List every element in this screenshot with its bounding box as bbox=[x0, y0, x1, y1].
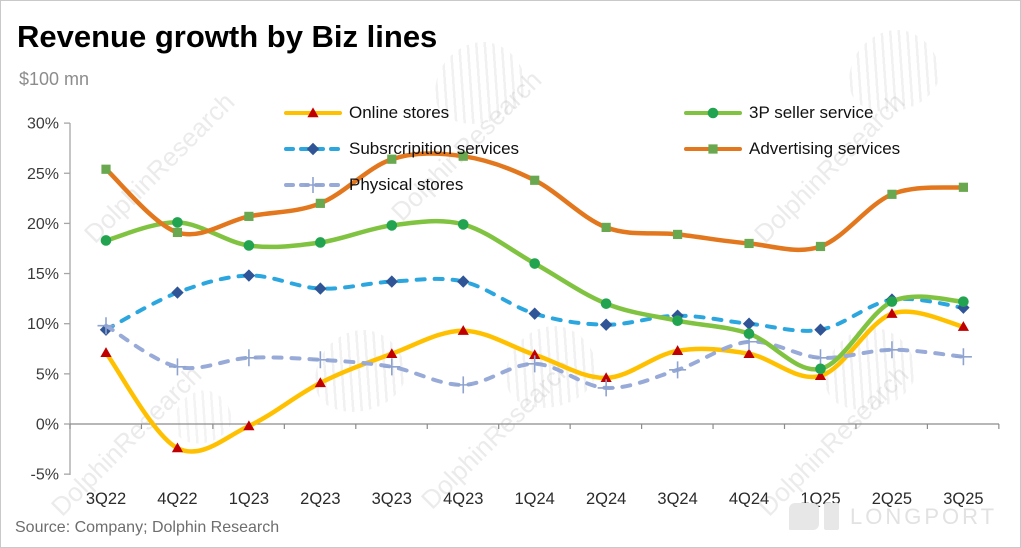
svg-text:15%: 15% bbox=[27, 266, 59, 283]
longport-logo-mark bbox=[824, 503, 839, 530]
svg-text:3Q24: 3Q24 bbox=[657, 490, 697, 508]
svg-text:3Q23: 3Q23 bbox=[372, 490, 412, 508]
svg-text:1Q23: 1Q23 bbox=[229, 490, 269, 508]
legend-label: Online stores bbox=[349, 103, 450, 122]
svg-text:20%: 20% bbox=[27, 216, 59, 233]
chart-title: Revenue growth by Biz lines bbox=[17, 19, 438, 54]
legend-label: Physical stores bbox=[349, 175, 464, 194]
legend-item-physical-stores: Physical stores bbox=[284, 174, 463, 196]
svg-text:4Q22: 4Q22 bbox=[157, 490, 197, 508]
svg-text:25%: 25% bbox=[27, 166, 59, 183]
chart-subtitle-unit: $100 mn bbox=[19, 69, 90, 89]
svg-text:2Q25: 2Q25 bbox=[872, 490, 912, 508]
legend-swatch-subscription-services bbox=[284, 142, 342, 156]
legend-label: Subsrcripition services bbox=[349, 139, 520, 158]
legend-label: 3P seller service bbox=[749, 103, 874, 122]
svg-text:3Q25: 3Q25 bbox=[943, 490, 983, 508]
longport-logo-text: LONGPORT bbox=[850, 503, 998, 529]
legend-swatch-advertising-services bbox=[684, 144, 742, 154]
svg-text:-5%: -5% bbox=[31, 467, 59, 484]
legend-item-3p-seller-service: 3P seller service bbox=[684, 102, 873, 124]
svg-text:2Q23: 2Q23 bbox=[300, 490, 340, 508]
legend-swatch-online-stores bbox=[284, 107, 342, 118]
svg-text:30%: 30% bbox=[27, 116, 59, 133]
legend-swatch-physical-stores bbox=[284, 177, 342, 193]
svg-text:0%: 0% bbox=[36, 417, 59, 434]
svg-text:2Q24: 2Q24 bbox=[586, 490, 626, 508]
svg-text:4Q24: 4Q24 bbox=[729, 490, 769, 508]
legend-label: Advertising services bbox=[749, 139, 901, 158]
longport-logo-mark bbox=[789, 503, 819, 530]
longport-logo: LONGPORT bbox=[789, 503, 997, 530]
source-note: Source: Company; Dolphin Research bbox=[15, 519, 280, 536]
svg-text:5%: 5% bbox=[36, 366, 59, 383]
legend-swatch-3p-seller-service bbox=[684, 107, 742, 119]
svg-text:1Q24: 1Q24 bbox=[515, 490, 555, 508]
legend-item-advertising-services: Advertising services bbox=[684, 138, 900, 160]
svg-text:4Q23: 4Q23 bbox=[443, 490, 483, 508]
legend-item-subscription-services: Subsrcripition services bbox=[284, 138, 519, 160]
legend-item-online-stores: Online stores bbox=[284, 102, 449, 124]
svg-text:10%: 10% bbox=[27, 316, 59, 333]
svg-text:3Q22: 3Q22 bbox=[86, 490, 126, 508]
